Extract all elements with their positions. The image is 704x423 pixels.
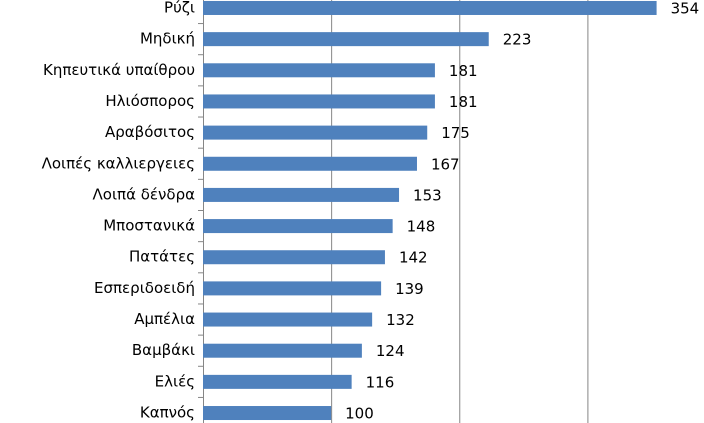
bar	[203, 219, 393, 234]
bar	[203, 63, 435, 78]
value-label: 116	[366, 373, 395, 391]
y-tick-label: Καπνός	[140, 404, 195, 422]
bar	[203, 281, 382, 296]
bar	[203, 374, 352, 389]
bar	[203, 94, 435, 109]
y-tick-label: Πατάτες	[129, 248, 195, 266]
value-label: 100	[345, 405, 374, 423]
value-label: 223	[503, 31, 532, 49]
y-tick-label: Ηλιόσπορος	[105, 92, 195, 110]
y-tick-label: Κηπευτικά υπαίθρου	[43, 61, 195, 79]
bar	[203, 187, 400, 202]
y-tick-label: Λοιπά δένδρα	[93, 185, 196, 203]
value-label: 181	[449, 62, 478, 80]
y-tick-label: Αραβόσιτος	[105, 123, 195, 141]
value-label: 175	[441, 124, 470, 142]
y-tick-label: Βαμβάκι	[132, 341, 195, 359]
value-label: 181	[449, 93, 478, 111]
bar	[203, 343, 362, 358]
y-tick-label: Ελιές	[155, 372, 195, 390]
bar	[203, 406, 332, 421]
bar	[203, 0, 657, 15]
value-label: 167	[431, 155, 460, 173]
value-label: 354	[671, 0, 700, 17]
bar	[203, 312, 373, 327]
y-tick-label: Μηδική	[140, 30, 195, 48]
value-label: 124	[376, 342, 405, 360]
y-tick-label: Μποστανικά	[103, 217, 195, 235]
y-tick-label: Λοιπές καλλιεργειες	[42, 154, 195, 172]
bar	[203, 125, 428, 140]
y-tick-label: Αμπέλια	[134, 310, 195, 328]
bar	[203, 32, 489, 47]
value-label: 139	[395, 280, 424, 298]
bar	[203, 156, 417, 171]
bar	[203, 250, 385, 265]
y-tick-label: Ρύζι	[164, 0, 195, 16]
value-label: 142	[399, 249, 428, 267]
value-label: 148	[407, 218, 436, 236]
y-tick-label: Εσπεριδοειδή	[94, 279, 195, 297]
value-label: 153	[413, 186, 442, 204]
value-label: 132	[386, 311, 415, 329]
